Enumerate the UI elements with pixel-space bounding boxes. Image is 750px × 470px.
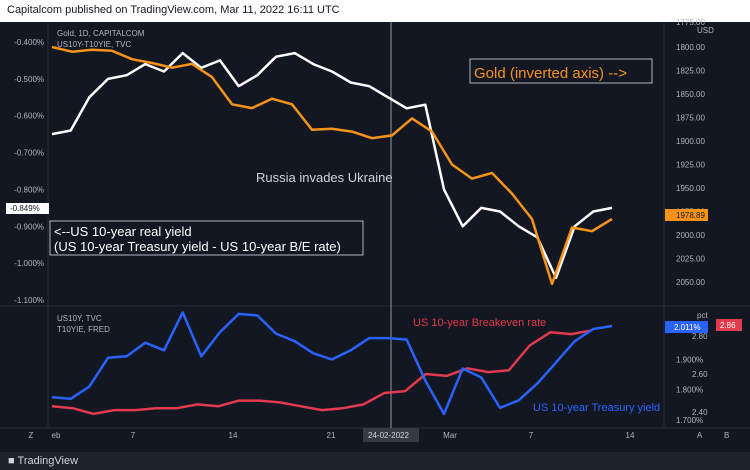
brand-label: TradingView [17, 455, 79, 467]
legend-real-yield: US10Y-T10YIE, TVC [57, 40, 131, 49]
x-axis-tick: 21 [327, 431, 336, 440]
inverted-axis-label: Gold (inverted axis) --> [474, 65, 627, 82]
p2-left-axis-tick: 2.60 [692, 370, 708, 379]
x-axis-date-tag [363, 428, 419, 442]
treasury-annotation: US 10-year Treasury yield [533, 402, 660, 414]
x-axis-tick: eb [52, 431, 61, 440]
x-axis-tick: 24-02-2022 [368, 431, 409, 440]
real-yield-label-2: (US 10-year Treasury yield - US 10-year … [54, 239, 341, 254]
tradingview-logo: ■ TradingView [8, 455, 79, 467]
real-yield-line [51, 51, 613, 280]
x-axis-tick: 14 [626, 431, 635, 440]
legend-gold: Gold, 1D, CAPITALCOM [57, 29, 145, 38]
x-axis-tick: 7 [131, 431, 136, 440]
right-axis-tick: 1800.00 [676, 43, 705, 52]
left-axis-tick: -0.900% [14, 222, 44, 231]
publisher-bar: Capitalcom published on TradingView.com,… [0, 0, 750, 22]
p2-right-axis-tick: 1.700% [676, 416, 703, 425]
scale-button: B [724, 431, 729, 440]
right-axis-tick: 1950.00 [676, 184, 705, 193]
gold-line [51, 45, 613, 286]
left-axis-tick: -0.600% [14, 112, 44, 121]
x-axis-tick: Z [29, 431, 34, 440]
chart-area[interactable]: -0.400% -0.500% -0.600% -0.700% -0.800% -0.90… [0, 0, 750, 452]
real-yield-box [49, 220, 364, 256]
x-axis-tick: 14 [229, 431, 238, 440]
right-axis-tick: 1925.00 [676, 161, 705, 170]
inverted-axis-box [469, 58, 653, 84]
publisher-text: Capitalcom published on TradingView.com,… [7, 4, 340, 16]
current-value-tag-right [665, 209, 708, 221]
treasury-yield-line [51, 311, 613, 416]
left-axis-tick: -0.400% [14, 38, 44, 47]
footer-bar: ■ TradingView [0, 452, 750, 470]
real-yield-label-1: <--US 10-year real yield [54, 224, 192, 239]
axis-unit: USD [697, 26, 714, 35]
left-axis-tick: -0.800% [14, 185, 44, 194]
p2-current-tag-right [665, 321, 708, 333]
p2-current-right: 2.011% [674, 323, 701, 332]
breakeven-line [51, 329, 593, 416]
p2-current-left: 2.86 [720, 321, 736, 330]
left-axis-tick: -0.700% [14, 149, 44, 158]
right-axis-tick: 1875.00 [676, 114, 705, 123]
legend-t10yie: T10YIE, FRED [57, 325, 110, 334]
right-axis-tick: 1900.00 [676, 137, 705, 146]
right-axis-tick: 2000.00 [676, 231, 705, 240]
current-value-right: 1978.89 [676, 211, 705, 220]
breakeven-annotation: US 10-year Breakeven rate [413, 317, 546, 329]
left-axis-tick: -0.500% [14, 75, 44, 84]
right-axis-tick: 1850.00 [676, 90, 705, 99]
current-value-tag-left [6, 203, 49, 214]
p2-left-axis-tick: 2.80 [692, 332, 708, 341]
right-axis-tick: 2025.00 [676, 255, 705, 264]
left-axis-tick: -1.100% [14, 296, 44, 305]
right-axis-tick: 1775.00 [676, 18, 705, 27]
x-axis-tick: 7 [529, 431, 534, 440]
p2-current-tag-left [716, 319, 742, 331]
p2-right-axis-tick: 1.900% [676, 355, 703, 364]
right-axis-tick: 1825.00 [676, 67, 705, 76]
event-annotation: Russia invades Ukraine [256, 170, 393, 185]
auto-scale-button: A [697, 431, 703, 440]
current-value-left: -0.849% [10, 204, 40, 213]
p2-axis-unit: pct [697, 311, 708, 320]
x-axis-tick: Mar [443, 431, 457, 440]
left-axis-tick: -1.000% [14, 259, 44, 268]
right-axis-tick: 2050.00 [676, 278, 705, 287]
legend-us10y: US10Y, TVC [57, 314, 102, 323]
p2-left-axis-tick: 2.40 [692, 408, 708, 417]
p2-right-axis-tick: 1.800% [676, 386, 703, 395]
